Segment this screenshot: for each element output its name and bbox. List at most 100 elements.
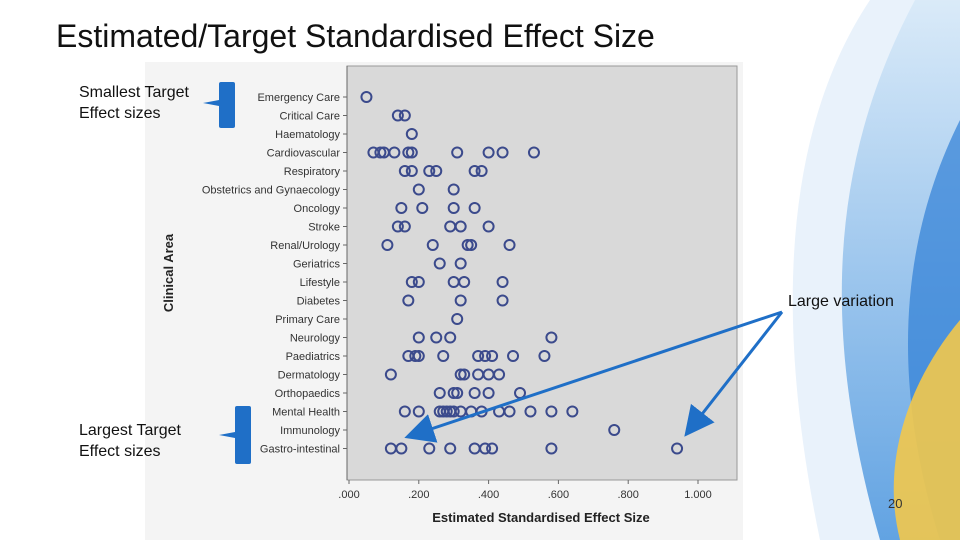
category-label: Mental Health: [272, 407, 340, 419]
data-point: [447, 183, 460, 196]
data-point: [493, 368, 506, 381]
data-point: [374, 146, 387, 159]
data-point: [454, 294, 467, 307]
data-point: [479, 442, 492, 455]
category-label: Primary Care: [275, 314, 340, 326]
data-point: [458, 368, 471, 381]
data-point: [402, 146, 415, 159]
data-point: [496, 276, 509, 288]
data-point: [608, 424, 621, 436]
data-point: [384, 368, 397, 381]
x-axis-title: Estimated Standardised Effect Size: [432, 510, 649, 525]
data-point: [416, 202, 429, 214]
data-point: [486, 442, 499, 455]
data-point: [423, 442, 436, 455]
data-point: [447, 387, 460, 399]
data-point: [545, 405, 558, 418]
bracket-smallest: [219, 82, 235, 128]
data-point: [388, 146, 401, 159]
data-point: [538, 350, 551, 362]
data-point: [395, 202, 408, 214]
page-number: 20: [888, 496, 903, 511]
data-point: [412, 276, 425, 288]
data-point: [507, 350, 520, 362]
data-point: [405, 165, 418, 177]
data-point: [447, 202, 460, 214]
data-point: [433, 257, 446, 270]
data-point: [405, 128, 418, 140]
data-point: [426, 239, 439, 251]
data-point: [465, 239, 478, 251]
data-point: [524, 405, 537, 418]
plot-area: [346, 65, 738, 481]
data-point: [430, 165, 443, 177]
data-point: [391, 220, 404, 233]
data-point: [671, 442, 684, 455]
data-point: [454, 368, 467, 381]
data-point: [482, 387, 495, 399]
data-point: [433, 387, 446, 399]
data-point: [566, 405, 579, 418]
data-point: [395, 442, 408, 455]
category-label: Orthopaedics: [275, 388, 341, 400]
data-point: [482, 220, 495, 233]
annotation-smallest: Smallest Target Effect sizes: [79, 84, 189, 122]
data-point: [458, 276, 471, 288]
slide-title: Estimated/Target Standardised Effect Siz…: [56, 18, 655, 54]
data-point: [391, 109, 404, 122]
category-label: Respiratory: [284, 166, 341, 178]
x-tick-label: .800: [617, 489, 638, 501]
data-point: [451, 146, 464, 159]
category-label: Lifestyle: [300, 277, 340, 289]
category-label: Neurology: [290, 333, 341, 345]
data-point: [545, 442, 558, 455]
bracket-largest: [235, 406, 251, 464]
bracket-pointer-smallest: [203, 100, 219, 106]
data-point: [454, 220, 467, 233]
category-label: Cardiovascular: [267, 148, 341, 160]
annotation-largest: Largest Target Effect sizes: [79, 422, 181, 460]
data-point: [475, 165, 488, 177]
annotation-large-variation: Large variation: [788, 293, 894, 310]
data-point: [398, 109, 411, 122]
data-point: [437, 350, 450, 362]
category-label: Dermatology: [278, 370, 341, 382]
data-point: [451, 313, 464, 325]
data-point: [468, 202, 481, 214]
category-label: Obstetrics and Gynaecology: [202, 185, 341, 197]
data-point: [444, 331, 457, 344]
data-point: [468, 387, 481, 399]
data-point: [472, 350, 485, 362]
data-point: [479, 350, 492, 362]
x-tick-label: .600: [548, 489, 569, 501]
data-point: [454, 257, 467, 270]
data-point: [503, 405, 516, 418]
data-point: [430, 331, 443, 344]
data-point: [461, 239, 474, 251]
bracket-pointer-largest: [219, 432, 235, 438]
data-point: [409, 350, 422, 362]
decorative-swoosh: [792, 0, 960, 540]
category-label: Renal/Urology: [270, 240, 340, 252]
category-label: Emergency Care: [257, 92, 340, 104]
category-label: Gastro-intestinal: [260, 444, 340, 456]
category-label: Geriatrics: [293, 259, 341, 271]
category-label: Oncology: [294, 203, 341, 215]
data-point: [381, 239, 394, 251]
category-label: Paediatrics: [286, 351, 341, 363]
x-tick-label: .200: [408, 489, 429, 501]
data-point: [486, 350, 499, 362]
data-point: [412, 331, 425, 344]
category-label: Diabetes: [297, 296, 341, 308]
data-point: [423, 165, 436, 177]
category-label: Stroke: [308, 222, 340, 234]
data-point: [398, 220, 411, 233]
data-point: [496, 146, 509, 159]
data-point: [402, 294, 415, 307]
data-point: [503, 239, 516, 251]
data-point: [398, 165, 411, 177]
data-point: [451, 387, 464, 399]
y-axis-title: Clinical Area: [161, 233, 176, 312]
data-point: [440, 405, 453, 418]
